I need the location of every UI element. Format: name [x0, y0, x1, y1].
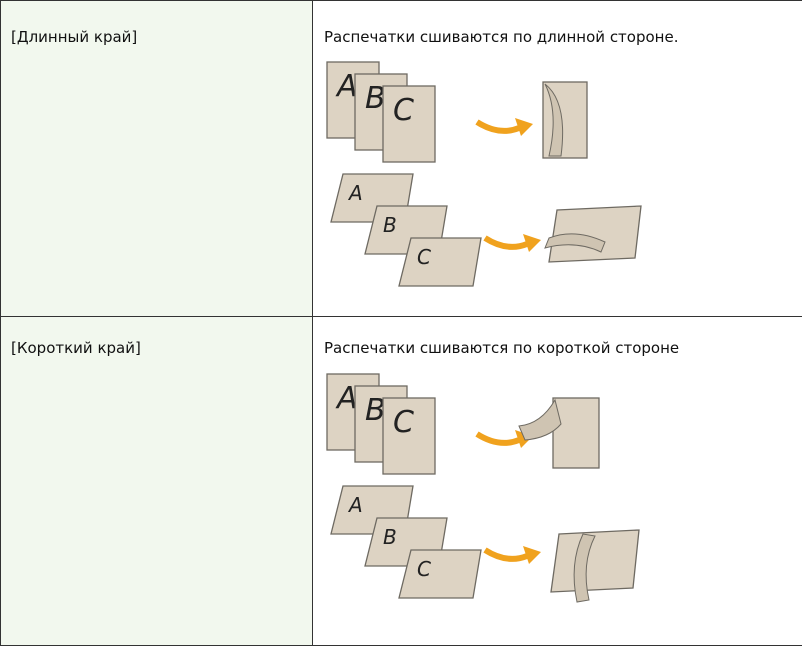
- arrow: [483, 547, 529, 562]
- page: [382, 397, 436, 475]
- page: [398, 549, 482, 599]
- page-letter: A: [335, 381, 358, 416]
- curl: [518, 398, 562, 441]
- curl: [544, 83, 564, 157]
- page-letter: C: [393, 93, 414, 128]
- page-letter: C: [393, 405, 414, 440]
- cell-text: [Длинный край]: [11, 28, 138, 46]
- arrow: [483, 235, 529, 250]
- arrow-head: [523, 234, 541, 252]
- page: [398, 237, 482, 287]
- page-letter: B: [365, 81, 386, 116]
- page-letter: B: [383, 525, 397, 549]
- page-letter: C: [417, 245, 431, 269]
- cell-text: Распечатки сшиваются по длинной стороне.: [324, 28, 679, 46]
- arrow: [475, 431, 521, 446]
- cell-text: [Короткий край]: [11, 339, 141, 357]
- curl: [573, 533, 596, 603]
- page-letter: C: [417, 557, 431, 581]
- page-letter: A: [347, 181, 363, 205]
- page-letter: B: [383, 213, 397, 237]
- arrow-head: [515, 118, 533, 136]
- table-cell: [Короткий край]: [0, 316, 313, 646]
- cell-text: Распечатки сшиваются по короткой стороне: [324, 339, 680, 357]
- table-cell: [Длинный край]: [0, 0, 313, 317]
- arrow-head: [523, 546, 541, 564]
- result-page: [550, 529, 640, 593]
- arrow: [475, 119, 521, 134]
- result-page: [552, 397, 600, 469]
- page-letter: A: [335, 69, 358, 104]
- page-letter: B: [365, 393, 386, 428]
- curl: [544, 233, 606, 253]
- page-letter: A: [347, 493, 363, 517]
- page: [382, 85, 436, 163]
